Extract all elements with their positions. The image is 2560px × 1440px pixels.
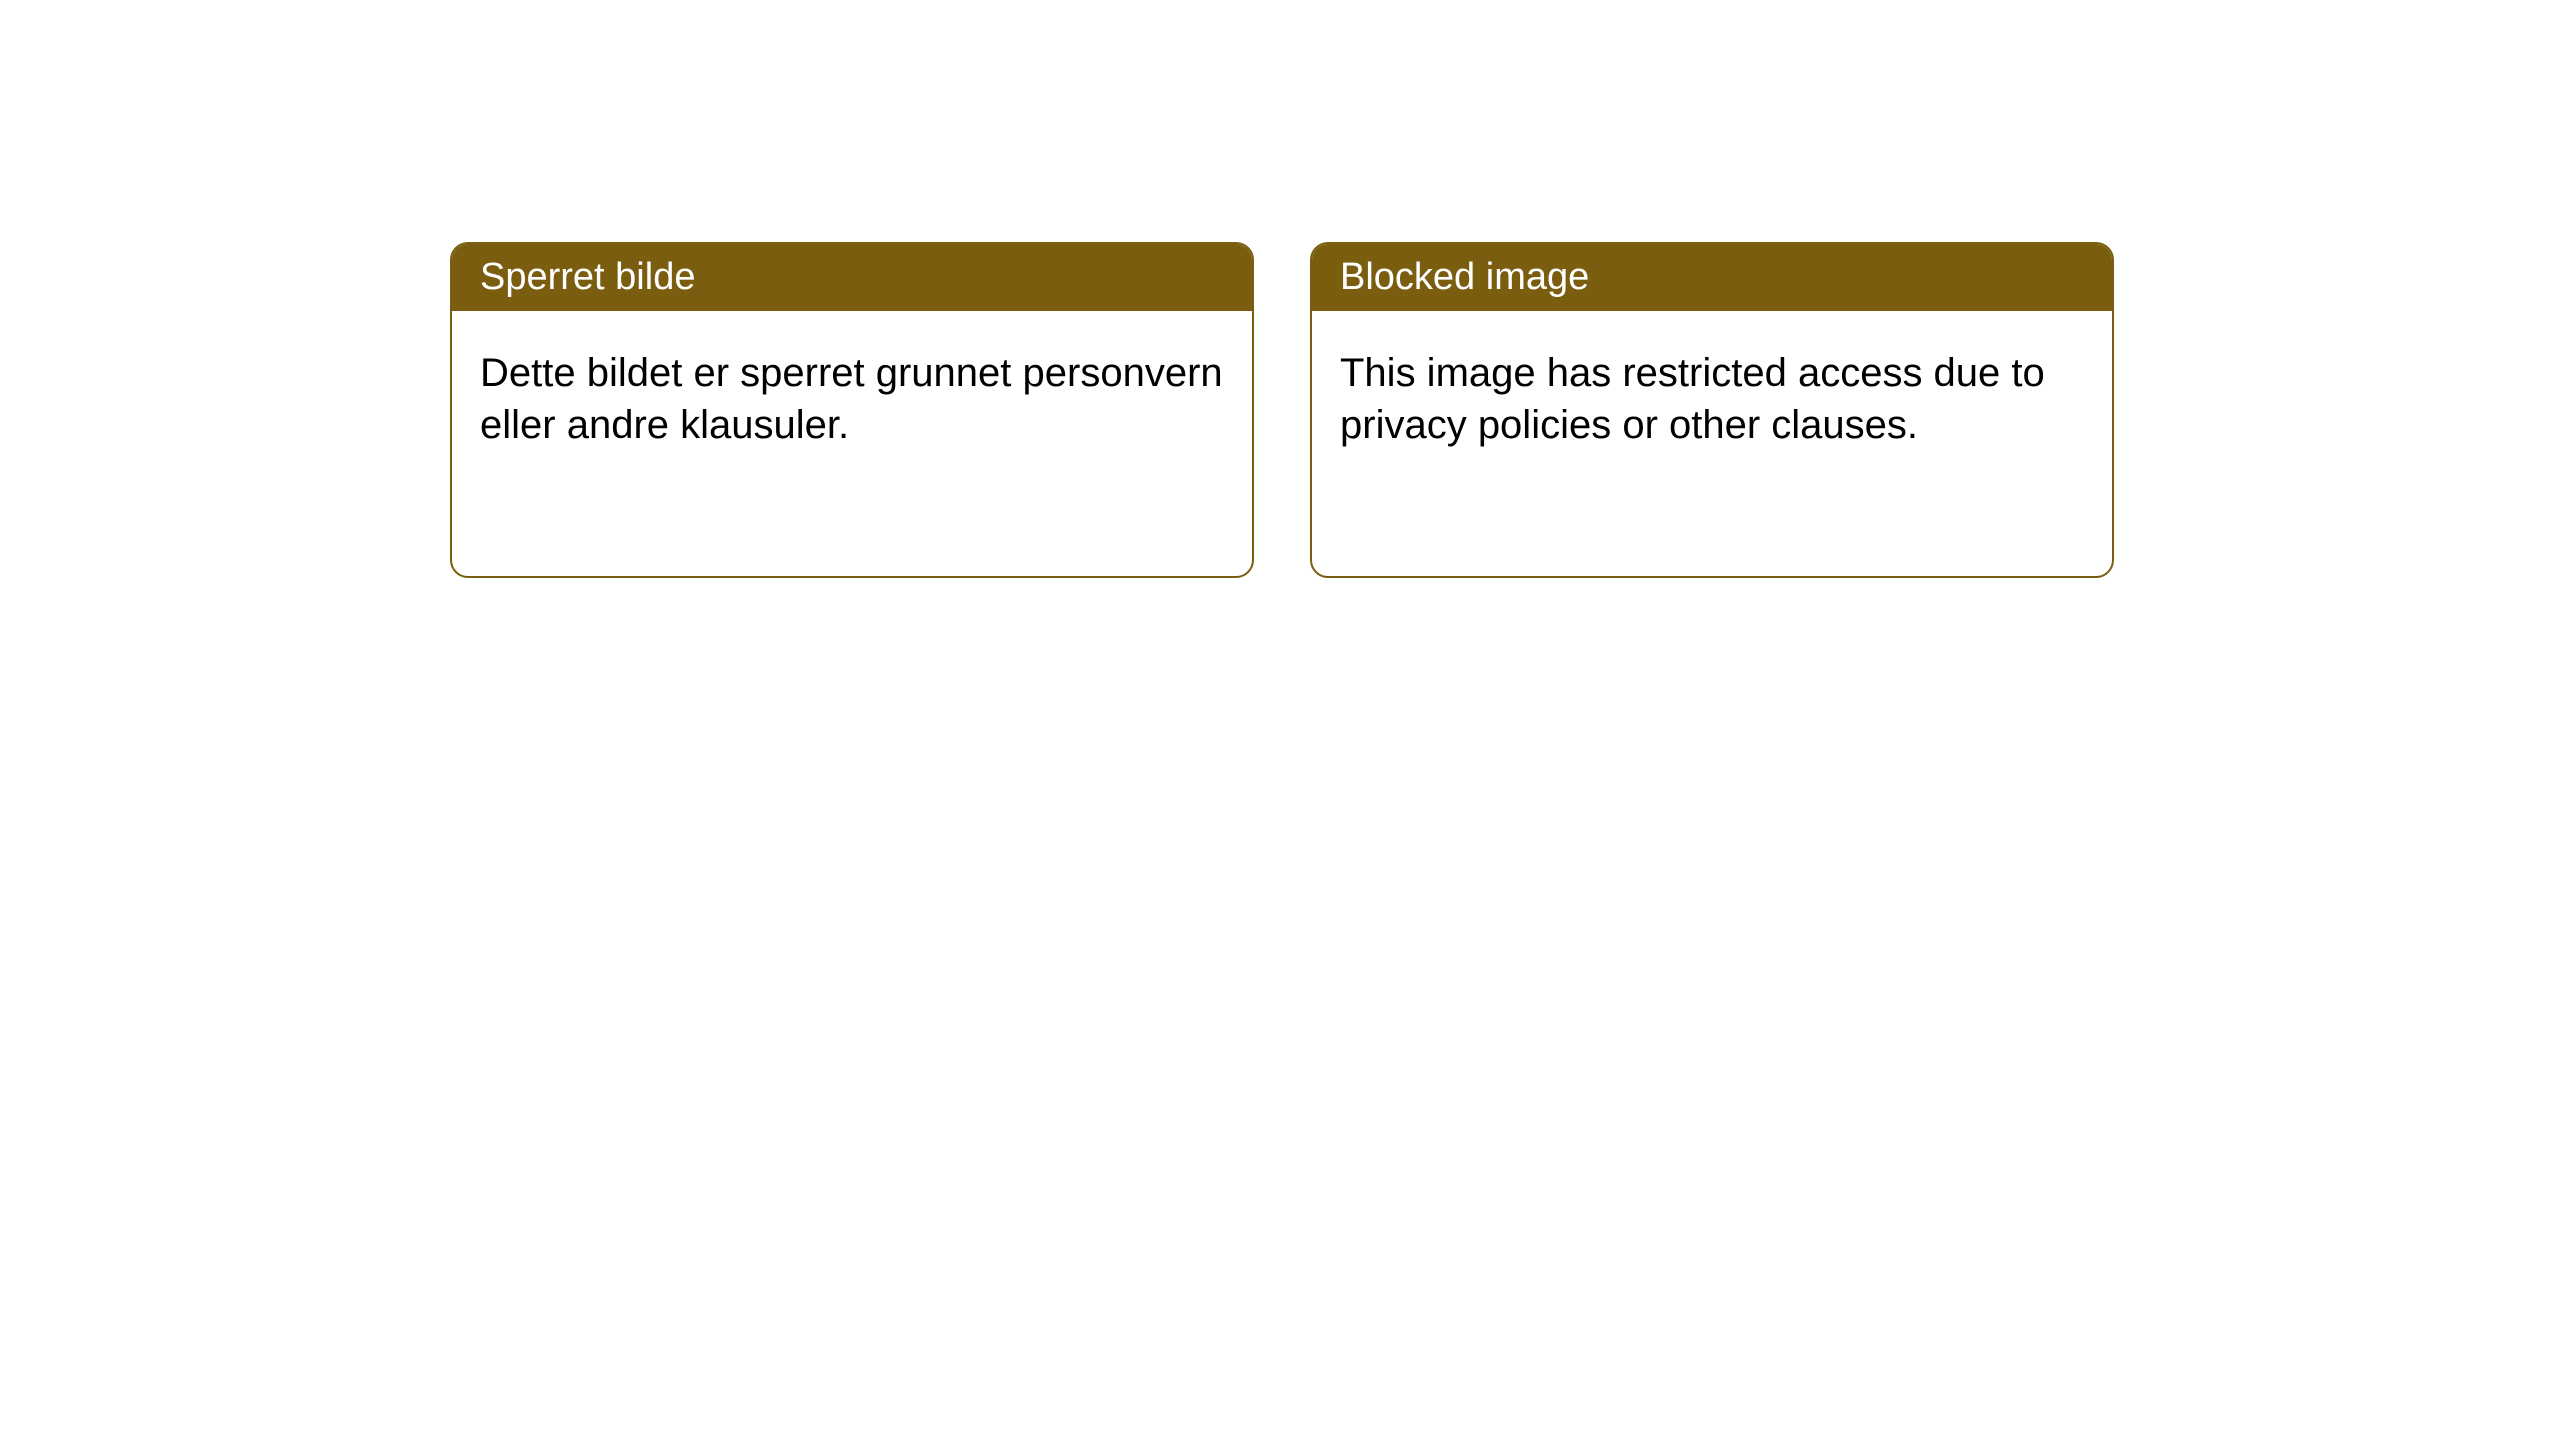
- card-header: Blocked image: [1312, 244, 2112, 311]
- blocked-image-card-no: Sperret bilde Dette bildet er sperret gr…: [450, 242, 1254, 578]
- card-body-text: Dette bildet er sperret grunnet personve…: [480, 351, 1223, 447]
- card-title: Blocked image: [1340, 256, 1589, 298]
- card-body: This image has restricted access due to …: [1312, 311, 2112, 487]
- card-title: Sperret bilde: [480, 256, 695, 298]
- card-body: Dette bildet er sperret grunnet personve…: [452, 311, 1252, 487]
- blocked-image-card-en: Blocked image This image has restricted …: [1310, 242, 2114, 578]
- notice-container: Sperret bilde Dette bildet er sperret gr…: [0, 0, 2560, 578]
- card-header: Sperret bilde: [452, 244, 1252, 311]
- card-body-text: This image has restricted access due to …: [1340, 351, 2045, 447]
